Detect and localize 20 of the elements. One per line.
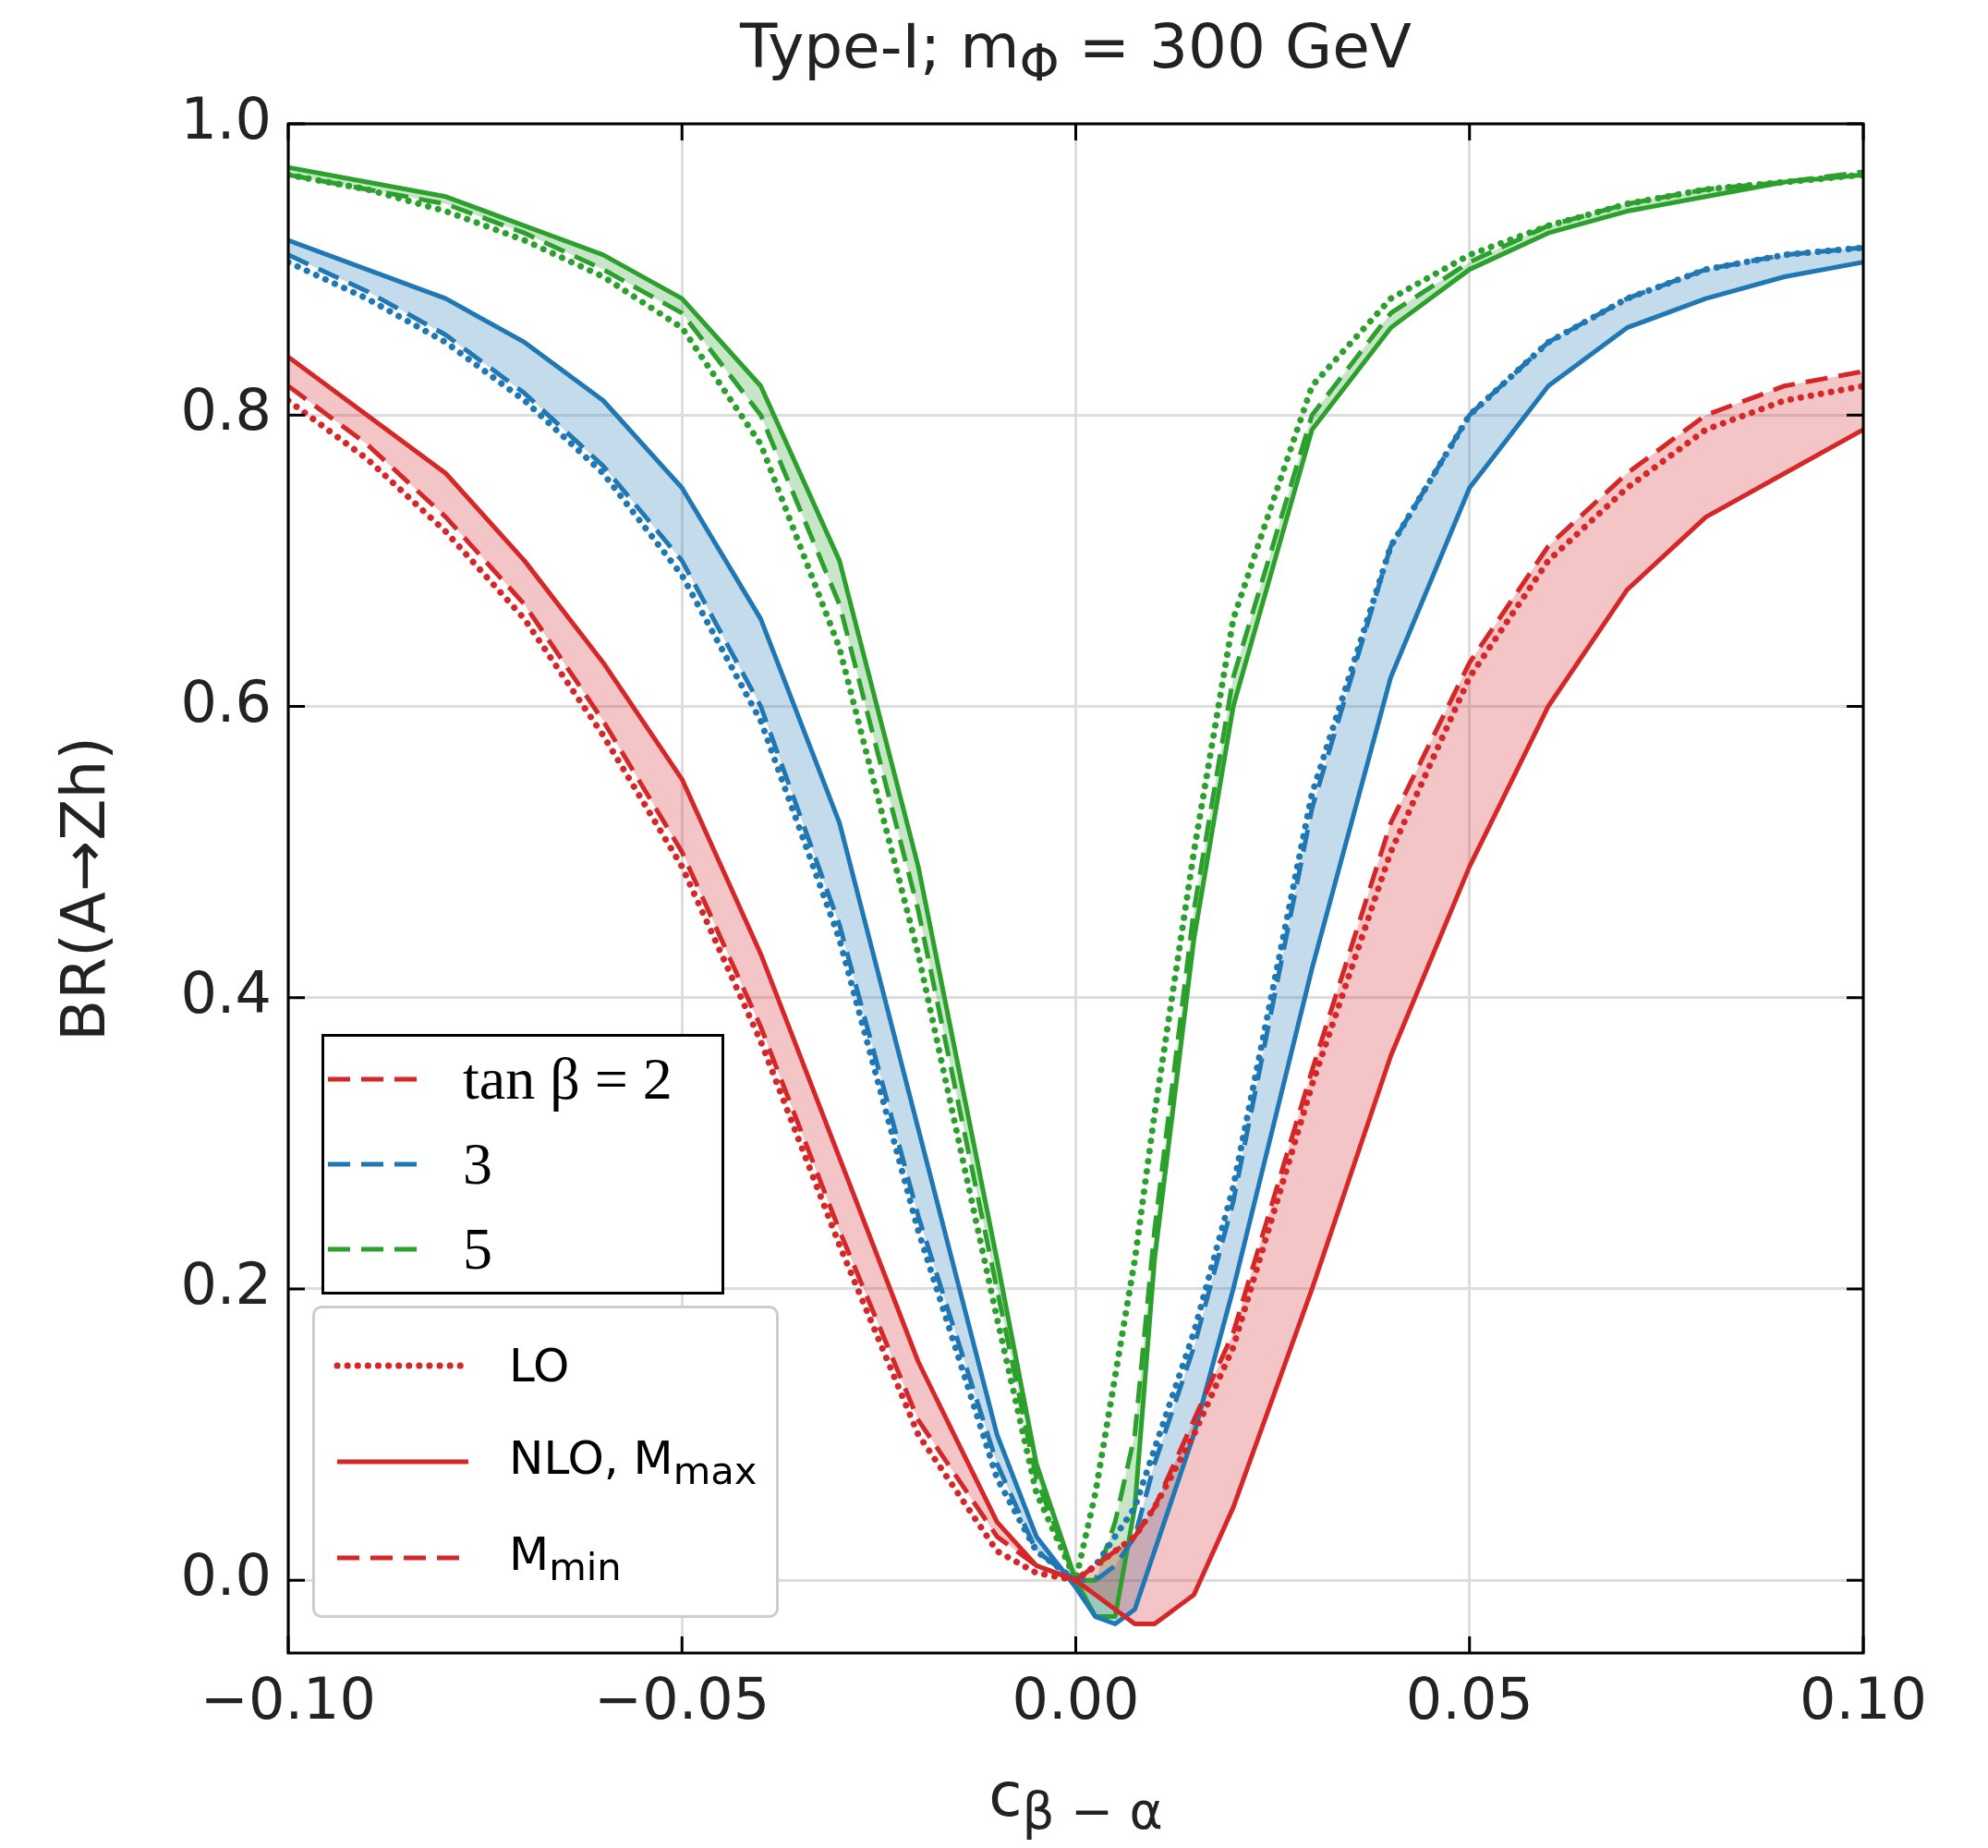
y-tick-label: 0.2 xyxy=(180,1250,272,1319)
x-tick-label: −0.10 xyxy=(200,1665,376,1733)
y-tick-label: 0.6 xyxy=(180,667,272,736)
y-tick-label: 0.4 xyxy=(180,958,272,1027)
x-tick-label: 0.00 xyxy=(1012,1665,1140,1733)
legend-label: LO xyxy=(509,1339,570,1392)
legend-label: M$_{min}$ xyxy=(509,1526,622,1589)
y-tick-label: 0.0 xyxy=(180,1541,272,1610)
y-tick-label: 0.8 xyxy=(180,376,272,444)
x-tick-label: 0.05 xyxy=(1405,1665,1533,1733)
legend-label: 3 xyxy=(463,1129,492,1198)
legend-label: 5 xyxy=(463,1214,492,1283)
legend-label: NLO, M$_{max}$ xyxy=(509,1430,758,1493)
y-axis-title: BR(A→Zh) xyxy=(47,736,119,1041)
chart-title: Type-I; m$_{Φ}$ = 300 GeV xyxy=(740,11,1412,93)
y-tick-label: 1.0 xyxy=(180,85,272,153)
x-tick-label: −0.05 xyxy=(594,1665,770,1733)
x-tick-label: 0.10 xyxy=(1799,1665,1928,1733)
annotation: tan β = 2 xyxy=(463,1044,673,1113)
x-axis-title: c$_{β − α}$ xyxy=(988,1759,1163,1842)
